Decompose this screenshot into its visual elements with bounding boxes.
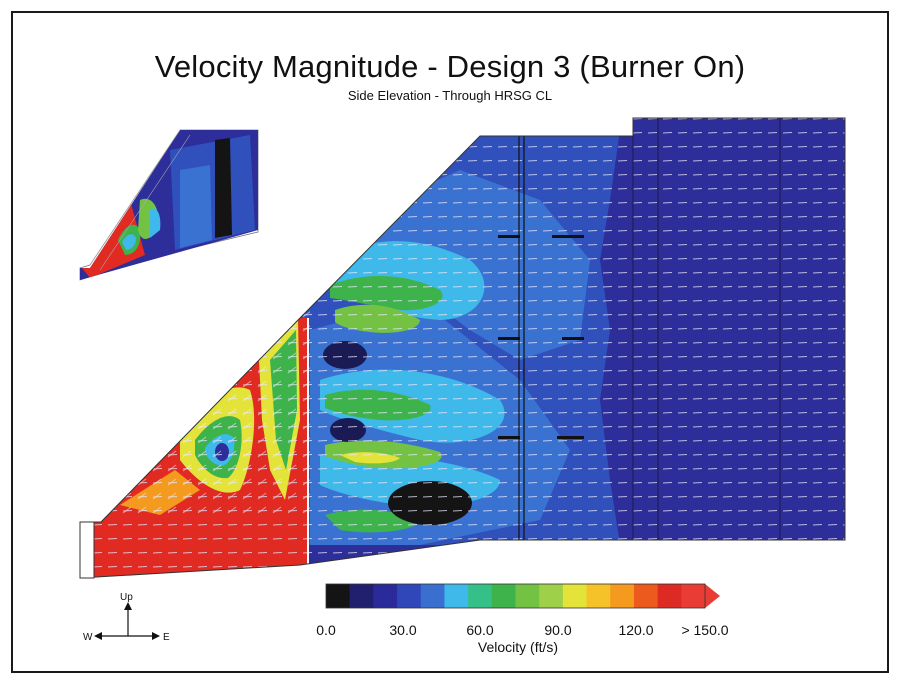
duct-outline: [79, 117, 846, 579]
colorbar-swatch: [562, 584, 588, 608]
colorbar-swatch: [610, 584, 635, 608]
colorbar-swatch: [491, 584, 516, 608]
compass-east-label: E: [163, 632, 170, 643]
colorbar-swatch: [586, 584, 611, 608]
colorbar-swatch: [349, 584, 374, 608]
compass-up-label: Up: [120, 592, 133, 603]
colorbar-swatch: [681, 584, 706, 608]
inlet-block: [79, 521, 95, 579]
colorbar-tick-labels: 0.0 30.0 60.0 90.0 120.0 > 150.0: [316, 622, 728, 638]
colorbar-swatch: [444, 584, 469, 608]
colorbar-tick-120: 120.0: [618, 622, 653, 638]
colorbar-swatch: [397, 584, 422, 608]
figure-subtitle: Side Elevation - Through HRSG CL: [347, 88, 553, 103]
velocity-colorbar: [325, 583, 720, 609]
colorbar-swatch: [326, 584, 351, 608]
colorbar-tick-90: 90.0: [544, 622, 571, 638]
up-arrow-icon: [124, 602, 132, 610]
colorbar-border: [325, 583, 706, 609]
compass-rose: Up W E: [83, 592, 170, 643]
colorbar-swatch: [468, 584, 493, 608]
colorbar-swatch: [539, 584, 564, 608]
west-arrow-icon: [94, 632, 102, 640]
colorbar-swatch: [373, 584, 398, 608]
colorbar-tick-30: 30.0: [389, 622, 416, 638]
colorbar-swatch: [657, 584, 682, 608]
colorbar-tick-60: 60.0: [466, 622, 493, 638]
inset-3d-view: [79, 129, 259, 281]
colorbar-tick-150: > 150.0: [681, 622, 728, 638]
colorbar-swatch: [420, 584, 445, 608]
colorbar-label: Velocity (ft/s): [478, 639, 558, 655]
colorbar-swatch: [515, 584, 540, 608]
colorbar-tick-0: 0.0: [316, 622, 336, 638]
colorbar-swatch: [633, 584, 659, 608]
figure-title: Velocity Magnitude - Design 3 (Burner On…: [154, 49, 746, 84]
east-arrow-icon: [152, 632, 160, 640]
compass-west-label: W: [83, 632, 93, 643]
colorbar-overflow-arrow: [705, 584, 720, 608]
